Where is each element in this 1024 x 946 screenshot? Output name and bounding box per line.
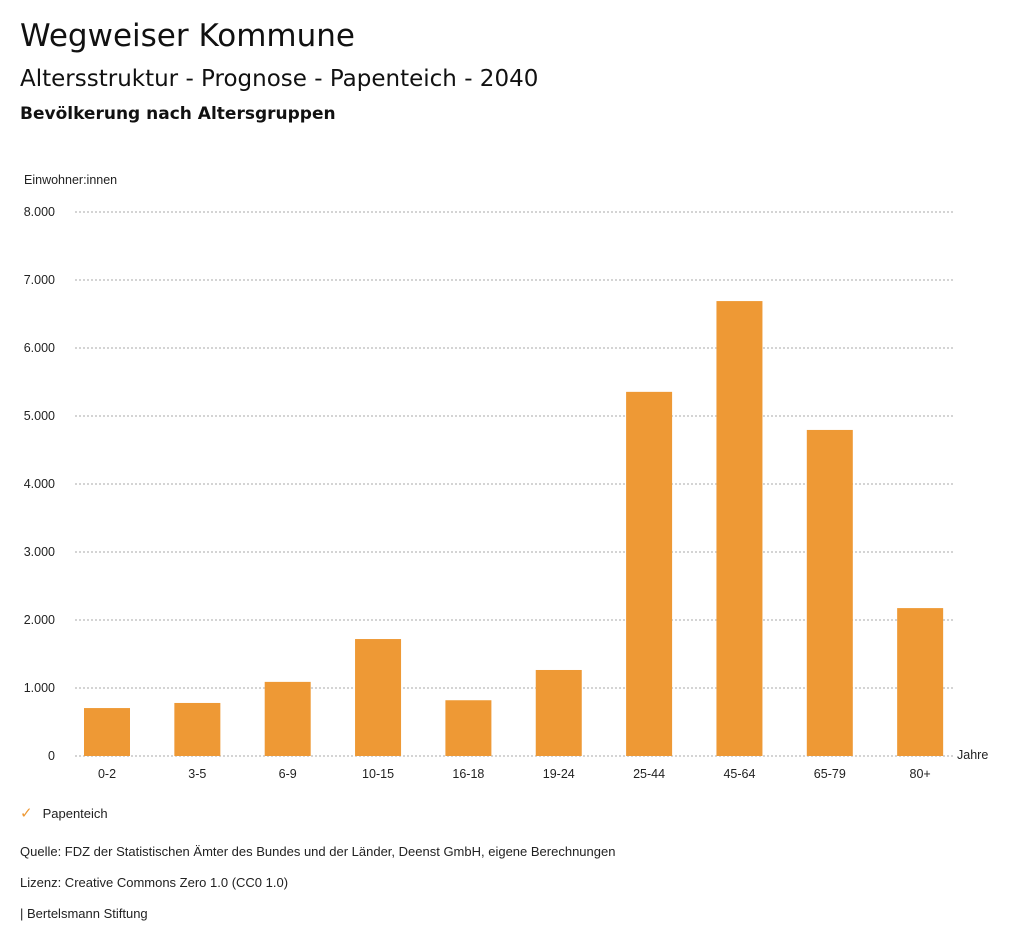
bar-chart: Einwohner:innen Jahre 0 1.000 2.000 3.000 4.…: [24, 173, 989, 781]
y-tick-label: 8.000: [24, 205, 55, 219]
x-axis-label: Jahre: [957, 748, 988, 762]
bar-65-79: [806, 429, 853, 756]
x-tick-label: 10-15: [362, 767, 394, 781]
y-tick-label: 3.000: [24, 545, 55, 559]
bar-25-44: [626, 391, 673, 756]
x-tick-label: 45-64: [723, 767, 755, 781]
bar-16-18: [445, 700, 492, 756]
check-icon: ✓: [20, 804, 33, 822]
x-tick-label: 65-79: [814, 767, 846, 781]
bar-10-15: [355, 639, 402, 756]
y-tick-label: 0: [48, 749, 55, 763]
y-axis-label: Einwohner:innen: [24, 173, 117, 187]
y-tick-label: 1.000: [24, 681, 55, 695]
bar-19-24: [535, 669, 582, 756]
y-tick-label: 4.000: [24, 477, 55, 491]
y-tick-label: 5.000: [24, 409, 55, 423]
x-tick-label: 6-9: [279, 767, 297, 781]
x-tick-label: 3-5: [188, 767, 206, 781]
y-tick-label: 6.000: [24, 341, 55, 355]
legend-item-papenteich[interactable]: ✓ Papenteich: [20, 804, 108, 822]
chart-heading: Bevölkerung nach Altersgruppen: [20, 104, 336, 124]
publisher-note: | Bertelsmann Stiftung: [20, 906, 148, 921]
x-tick-label: 19-24: [543, 767, 575, 781]
x-tick-label: 80+: [910, 767, 931, 781]
legend-label: Papenteich: [42, 805, 108, 821]
page-title: Wegweiser Kommune: [20, 18, 355, 54]
bar-80+: [897, 608, 944, 756]
y-tick-label: 2.000: [24, 613, 55, 627]
page-subtitle: Altersstruktur - Prognose - Papenteich -…: [20, 66, 539, 92]
x-tick-label: 0-2: [98, 767, 116, 781]
bar-0-2: [84, 708, 130, 756]
bar-6-9: [264, 681, 311, 756]
bar-3-5: [174, 702, 221, 756]
y-tick-label: 7.000: [24, 273, 55, 287]
x-tick-label: 16-18: [452, 767, 484, 781]
source-note: Quelle: FDZ der Statistischen Ämter des …: [20, 844, 616, 859]
bar-45-64: [716, 301, 763, 756]
x-tick-label: 25-44: [633, 767, 665, 781]
license-note: Lizenz: Creative Commons Zero 1.0 (CC0 1…: [20, 875, 289, 890]
